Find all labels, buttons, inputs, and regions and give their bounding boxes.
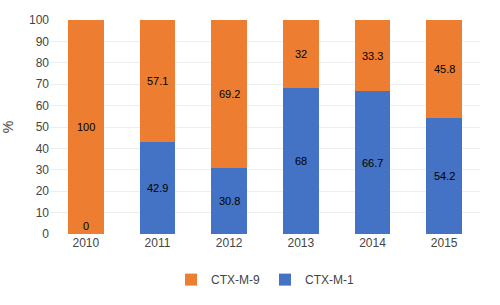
svg-text:2011: 2011 <box>145 236 171 250</box>
svg-text:57.1: 57.1 <box>147 75 168 87</box>
svg-text:CTX-M-9: CTX-M-9 <box>211 273 260 287</box>
svg-text:68: 68 <box>295 155 307 167</box>
svg-text:2015: 2015 <box>431 236 458 250</box>
svg-text:70: 70 <box>36 77 50 91</box>
svg-text:90: 90 <box>36 35 50 49</box>
svg-text:2012: 2012 <box>216 236 243 250</box>
svg-text:60: 60 <box>36 99 50 113</box>
svg-text:66.7: 66.7 <box>362 157 383 169</box>
svg-text:33.3: 33.3 <box>362 50 383 62</box>
svg-text:20: 20 <box>36 184 50 198</box>
svg-text:69.2: 69.2 <box>219 88 240 100</box>
svg-text:30.8: 30.8 <box>219 195 240 207</box>
svg-text:2014: 2014 <box>359 236 386 250</box>
svg-text:0: 0 <box>83 220 89 232</box>
svg-text:30: 30 <box>36 163 50 177</box>
svg-text:2013: 2013 <box>287 236 314 250</box>
svg-text:54.2: 54.2 <box>434 170 455 182</box>
svg-text:100: 100 <box>29 13 49 27</box>
svg-text:50: 50 <box>36 120 50 134</box>
svg-text:0: 0 <box>42 227 49 241</box>
svg-text:2010: 2010 <box>72 236 99 250</box>
svg-text:32: 32 <box>295 48 307 60</box>
svg-text:100: 100 <box>77 121 95 133</box>
svg-text:10: 10 <box>36 206 50 220</box>
svg-text:CTX-M-1: CTX-M-1 <box>305 273 354 287</box>
svg-text:45.8: 45.8 <box>434 63 455 75</box>
svg-text:%: % <box>0 121 16 133</box>
svg-text:40: 40 <box>36 142 50 156</box>
svg-text:42.9: 42.9 <box>147 182 168 194</box>
svg-text:80: 80 <box>36 56 50 70</box>
